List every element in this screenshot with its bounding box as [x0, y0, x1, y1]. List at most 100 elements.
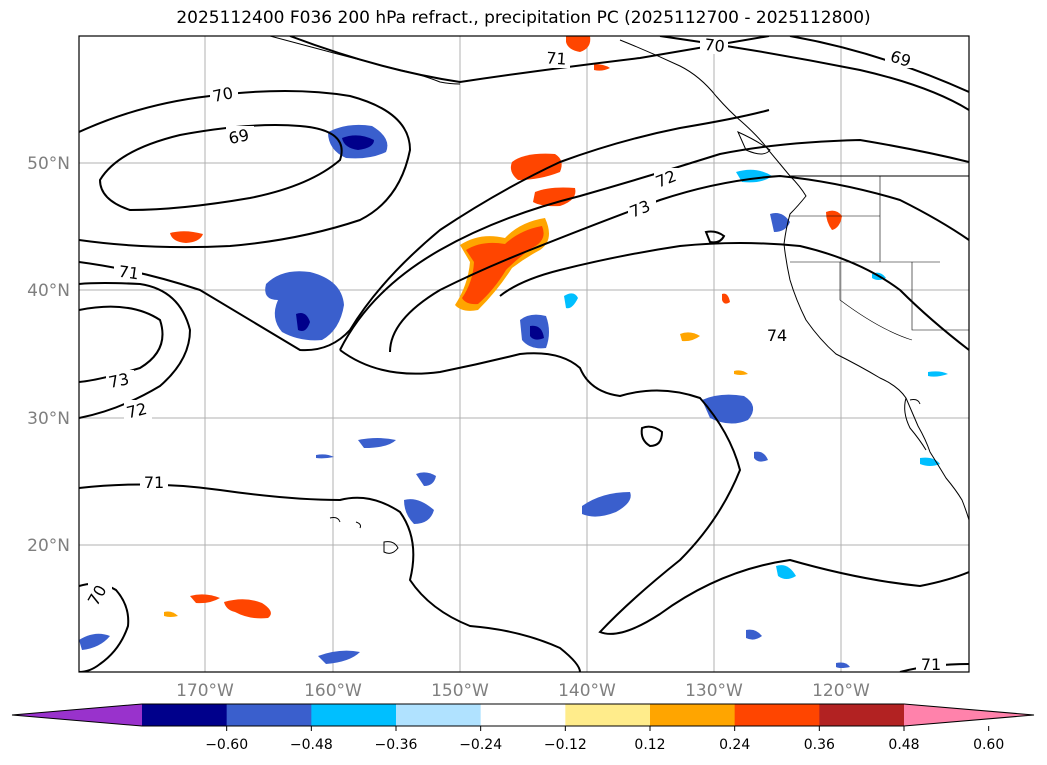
colorbar-tick-label: 0.36	[804, 737, 835, 753]
colorbar-bin	[142, 704, 228, 726]
colorbar-bin	[311, 704, 397, 726]
colorbar-extend-min	[12, 704, 142, 726]
map-frame	[78, 35, 970, 673]
colorbar-bin	[396, 704, 482, 726]
contour-69-north	[98, 124, 343, 212]
channel-islands	[909, 399, 921, 405]
contour-label: 71	[921, 655, 941, 674]
lon-tick-label: 160°W	[304, 681, 362, 701]
colorbar-tick-label: −0.48	[290, 737, 333, 753]
colorbar-bin	[565, 704, 651, 726]
vancouver-island	[737, 131, 771, 155]
negative-precip-region	[746, 629, 762, 640]
colorbar-tick-label: −0.60	[205, 737, 248, 753]
colorbar-tick-label: −0.12	[544, 737, 587, 753]
contour-label: 73	[107, 369, 131, 392]
colorbar-tick-label: −0.24	[459, 737, 502, 753]
colorbar-tick-label: 0.48	[888, 737, 919, 753]
contour-label: 71	[546, 48, 568, 68]
colorbar-tick-label: 0.60	[973, 737, 1004, 753]
contour-label: 71	[117, 262, 140, 284]
lon-tick-label: 140°W	[558, 681, 616, 701]
colorbar-bin	[734, 704, 820, 726]
negative-precip-region	[564, 293, 578, 309]
contour-72-south	[339, 349, 969, 635]
positive-precip-region	[734, 370, 748, 375]
negative-precip-core	[342, 135, 374, 150]
negative-precip-region	[920, 457, 940, 466]
colorbar-bin	[819, 704, 905, 726]
baja-coast	[904, 397, 927, 451]
positive-precip-region	[170, 231, 203, 243]
latitude-labels: 50°N 40°N 30°N 20°N	[27, 154, 70, 556]
contour-71-mid	[79, 109, 770, 352]
positive-precip-region	[566, 36, 591, 52]
contour-71-south	[79, 483, 581, 672]
negative-precip-region	[79, 633, 110, 650]
negative-precip-region	[404, 499, 434, 524]
negative-precip-region	[928, 371, 948, 377]
contour-labels: 70 71 69 72 73 74 71 73 72 71 70 69 70 7…	[84, 35, 941, 674]
contour-69-ne	[789, 36, 969, 93]
lat-tick-label: 50°N	[27, 154, 70, 174]
negative-precip-region	[836, 662, 850, 668]
contour-closed-small	[704, 230, 726, 244]
contour-label: 71	[144, 473, 164, 492]
negative-precip-core	[296, 313, 310, 331]
negative-precip-region	[318, 650, 360, 664]
lon-tick-label: 170°W	[176, 681, 234, 701]
state-lines	[790, 176, 969, 341]
contour-label: 72	[124, 399, 148, 422]
positive-precip-region	[224, 599, 271, 619]
positive-precip-region	[533, 187, 576, 207]
colorbar: −0.60 −0.48 −0.36 −0.24 −0.12 0.12 0.24 0.36 0.4…	[11, 703, 1035, 753]
positive-precip-region	[722, 293, 730, 304]
lon-tick-label: 130°W	[685, 681, 743, 701]
positive-precip-region	[190, 594, 220, 604]
colorbar-bin	[226, 704, 312, 726]
contour-70-north	[79, 90, 412, 249]
negative-precip-region	[316, 454, 334, 459]
contour-label: 69	[227, 125, 251, 148]
contour-label: 74	[767, 326, 787, 345]
colorbar-tick-label: −0.36	[375, 737, 418, 753]
positive-precip-region	[594, 64, 610, 71]
colorbar-bin	[480, 704, 566, 726]
contour-label: 70	[703, 35, 725, 56]
colorbar-tick-label: 0.24	[719, 737, 750, 753]
negative-precip-region	[265, 271, 344, 341]
negative-precip-core	[530, 325, 544, 340]
negative-precip-region	[416, 472, 436, 486]
negative-precip-region	[776, 565, 796, 579]
positive-precip-region	[164, 611, 178, 617]
lon-tick-label: 150°W	[431, 681, 489, 701]
positive-precip-core	[462, 226, 544, 305]
colorbar-extend-max	[904, 704, 1034, 726]
contour-label-group	[88, 36, 946, 672]
negative-precip-region	[754, 451, 768, 462]
contour-73	[389, 174, 969, 353]
lat-tick-label: 30°N	[27, 409, 70, 429]
colorbar-outline	[11, 703, 1035, 727]
positive-precip-region	[510, 153, 562, 180]
north-america-coast	[783, 175, 969, 521]
alaska-panhandle-coast	[619, 39, 791, 177]
contour-72	[339, 138, 969, 351]
contour-closed-small	[640, 425, 664, 448]
colorbar-bin	[650, 704, 736, 726]
lat-tick-label: 40°N	[27, 281, 70, 301]
hawaii-islands	[329, 517, 399, 554]
negative-precip-region	[358, 438, 396, 448]
lat-tick-label: 20°N	[27, 536, 70, 556]
positive-precip-region	[680, 332, 700, 342]
contour-74	[499, 242, 969, 351]
lon-tick-label: 120°W	[812, 681, 870, 701]
longitude-labels: 170°W 160°W 150°W 140°W 130°W 120°W	[176, 681, 870, 701]
contour-71-north	[289, 36, 770, 84]
negative-precip-region	[770, 213, 790, 232]
contour-label: 70	[211, 83, 235, 106]
negative-precip-region	[582, 492, 631, 517]
colorbar-tick-label: 0.12	[634, 737, 665, 753]
positive-precip-region	[826, 210, 842, 230]
